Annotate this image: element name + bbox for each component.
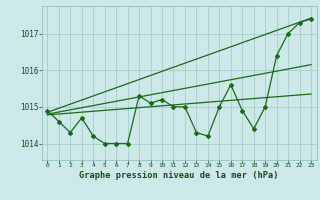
X-axis label: Graphe pression niveau de la mer (hPa): Graphe pression niveau de la mer (hPa): [79, 171, 279, 180]
